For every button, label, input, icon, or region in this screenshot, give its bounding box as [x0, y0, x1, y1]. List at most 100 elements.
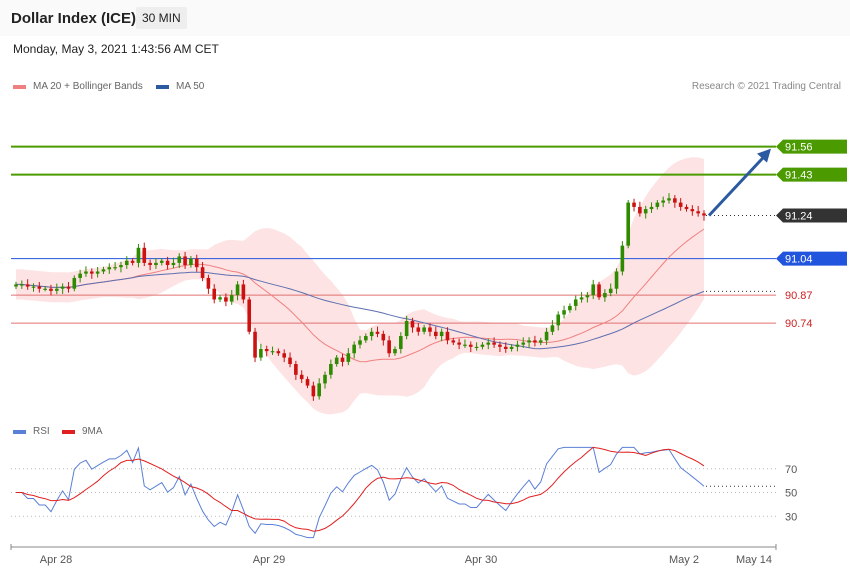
- x-tick-label: Apr 28: [40, 554, 72, 566]
- candle: [346, 348, 351, 366]
- candle-body: [124, 260, 129, 266]
- candle-body: [649, 206, 654, 210]
- candle: [294, 360, 298, 380]
- candle: [404, 315, 409, 340]
- datetime-label: Monday, May 3, 2021 1:43:56 AM CET: [13, 42, 219, 56]
- candle-body: [364, 336, 368, 341]
- candle-body: [702, 213, 706, 216]
- candle-body: [585, 295, 590, 298]
- level-label-current: 91.24: [785, 211, 813, 223]
- candle: [288, 352, 292, 368]
- candle: [492, 337, 496, 348]
- legend-label: RSI: [33, 426, 50, 437]
- level-label-support: 90.74: [785, 318, 813, 330]
- x-tick-label: May 2: [669, 554, 699, 566]
- projection-arrow-layer: [707, 148, 771, 217]
- candle: [358, 335, 362, 349]
- candle: [451, 337, 456, 346]
- candle-body: [171, 262, 176, 266]
- legend-swatch: [62, 429, 75, 434]
- rsi-tick-label: 30: [785, 511, 797, 523]
- level-lines-layer: [11, 145, 776, 324]
- candle: [597, 281, 601, 300]
- candle: [352, 341, 356, 359]
- candle-body: [678, 202, 683, 207]
- candle: [573, 295, 578, 311]
- candle: [113, 262, 117, 271]
- candle: [37, 282, 42, 293]
- candle-body: [148, 262, 152, 266]
- interval-badge[interactable]: 30 MIN: [136, 7, 187, 29]
- candle: [107, 263, 112, 274]
- candle: [632, 198, 636, 212]
- candle-body: [422, 327, 426, 332]
- candle-body: [556, 314, 561, 326]
- candle: [329, 359, 333, 379]
- rsi-line: [16, 446, 705, 539]
- candle-body: [154, 262, 158, 266]
- candle-body: [89, 271, 94, 274]
- candle: [638, 201, 642, 217]
- candle: [78, 269, 82, 283]
- projection-arrow-shaft: [707, 154, 767, 217]
- candle-body: [643, 209, 648, 214]
- candle-body: [468, 344, 473, 347]
- candle: [171, 257, 176, 269]
- candle: [89, 268, 94, 279]
- candle: [474, 342, 479, 351]
- candle-body: [235, 284, 240, 296]
- candle: [626, 200, 631, 249]
- candle-body: [614, 271, 619, 289]
- candle: [696, 206, 700, 217]
- candle: [579, 292, 584, 303]
- candle-body: [49, 288, 53, 291]
- candle: [643, 205, 648, 219]
- candle: [95, 266, 100, 278]
- level-label-pivot: 91.04: [785, 254, 813, 266]
- candle: [445, 327, 450, 345]
- candle: [60, 283, 65, 294]
- candle: [556, 311, 561, 331]
- candle-body: [352, 344, 356, 354]
- candle-body: [667, 198, 671, 201]
- candle-body: [78, 273, 82, 278]
- candle-body: [521, 342, 526, 345]
- candle: [550, 320, 555, 335]
- candle-body: [399, 336, 403, 349]
- candle: [509, 344, 514, 352]
- candle: [200, 262, 205, 282]
- candle-body: [264, 348, 269, 352]
- candle: [229, 290, 234, 305]
- candle-body: [690, 209, 695, 212]
- level-label-support: 90.87: [785, 290, 813, 302]
- candle: [154, 258, 158, 269]
- candle: [55, 283, 59, 295]
- candle: [130, 258, 135, 266]
- candle-body: [270, 351, 275, 353]
- candle-body: [212, 288, 217, 300]
- candle-body: [299, 374, 304, 380]
- candle: [124, 256, 129, 269]
- candle: [148, 259, 152, 271]
- legend-swatch: [13, 84, 26, 89]
- candle-body: [317, 383, 321, 397]
- candle-body: [509, 346, 514, 349]
- candle: [568, 303, 572, 313]
- candle-body: [259, 348, 263, 358]
- candle-body: [579, 297, 584, 300]
- candle: [428, 323, 432, 337]
- candle: [212, 284, 217, 304]
- candle: [25, 279, 30, 290]
- candle: [381, 330, 386, 346]
- candle: [439, 328, 444, 342]
- candle-body: [194, 258, 199, 268]
- candle: [20, 280, 24, 289]
- candle: [66, 282, 71, 293]
- chart-header: Dollar Index (ICE) 30 MIN: [0, 0, 850, 36]
- candle-body: [14, 284, 18, 287]
- candle: [224, 293, 228, 307]
- candle-body: [550, 325, 555, 332]
- candle-body: [142, 247, 147, 263]
- candle: [503, 342, 508, 353]
